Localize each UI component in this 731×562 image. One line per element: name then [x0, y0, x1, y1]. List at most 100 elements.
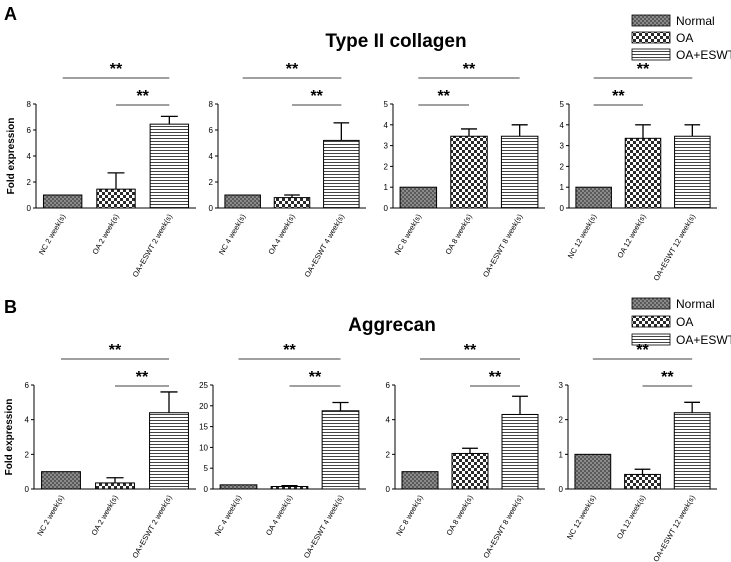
y-tick-label: 4 — [384, 121, 389, 130]
legend-label-normal: Normal — [676, 14, 715, 28]
bar-oa-eswt — [674, 135, 711, 209]
bar-oa-eswt — [673, 412, 711, 490]
y-tick-label: 1 — [560, 183, 565, 192]
y-axis-label: Fold expression — [6, 118, 17, 195]
legend-b: Normal OA OA+ESWT — [631, 297, 731, 347]
y-tick-label: 0 — [27, 204, 32, 213]
significance-label: ** — [464, 342, 477, 359]
y-tick-label: 8 — [27, 100, 32, 109]
y-tick-label: 4 — [386, 416, 391, 425]
bar-oa — [624, 473, 661, 490]
bar-oa — [96, 188, 136, 209]
category-label: NC 8 week(s) — [394, 493, 425, 537]
y-tick-label: 0 — [25, 485, 30, 494]
category-label: NC 4 week(s) — [213, 493, 244, 537]
significance-label: ** — [661, 369, 674, 386]
bar-oa-eswt — [321, 410, 360, 490]
category-label: OA+ESWT 12 week(s) — [651, 493, 697, 562]
category-label: OA+ESWT 8 week(s) — [481, 493, 525, 560]
y-tick-label: 5 — [384, 100, 389, 109]
legend-label-oa: OA — [676, 31, 693, 45]
category-label: OA+ESWT 4 week(s) — [303, 212, 347, 279]
legend-label-oa: OA — [676, 315, 693, 329]
legend-swatch-oa — [631, 31, 671, 44]
y-tick-label: 0 — [559, 485, 564, 494]
category-label: NC 2 week(s) — [37, 212, 68, 256]
y-tick-label: 25 — [199, 381, 208, 390]
y-tick-label: 2 — [27, 178, 32, 187]
category-label: OA 2 week(s) — [89, 493, 120, 537]
bar-oa — [270, 486, 309, 490]
chart-6: 0 5 10 15 20 25 NC 4 week(s) OA 4 week(s) OA+ESW… — [199, 342, 366, 560]
bar-nc — [399, 186, 438, 209]
bar-nc — [219, 484, 258, 490]
y-tick-label: 6 — [386, 381, 391, 390]
bar-oa — [273, 197, 311, 209]
bar-oa — [95, 482, 135, 490]
y-tick-label: 4 — [560, 121, 565, 130]
category-label: NC 4 week(s) — [217, 212, 248, 256]
legend-swatch-oa — [631, 315, 671, 328]
y-tick-label: 6 — [27, 126, 32, 135]
category-label: OA 12 week(s) — [615, 212, 648, 260]
y-tick-label: 4 — [27, 152, 32, 161]
bar-nc — [224, 194, 261, 209]
category-label: NC 2 week(s) — [35, 493, 66, 537]
bar-nc — [401, 471, 439, 490]
category-label: OA+ESWT 12 week(s) — [652, 212, 698, 282]
y-tick-label: 0 — [209, 204, 214, 213]
significance-label: ** — [637, 61, 650, 78]
chart-3: 0 1 2 3 4 5 NC 8 week(s) OA 8 week(s) OA+ESWT 8 … — [384, 61, 545, 279]
chart-5: 0 2 4 6 Fold expression NC 2 week(s) OA 2 week… — [4, 342, 196, 560]
significance-label: ** — [109, 342, 122, 359]
y-tick-label: 0 — [204, 485, 209, 494]
y-tick-label: 4 — [25, 416, 30, 425]
category-label: OA 2 week(s) — [90, 212, 121, 256]
y-tick-label: 2 — [559, 416, 564, 425]
y-tick-label: 5 — [560, 100, 565, 109]
significance-label: ** — [110, 61, 123, 78]
significance-label: ** — [437, 88, 450, 105]
category-label: OA 12 week(s) — [615, 493, 648, 541]
significance-label: ** — [136, 369, 149, 386]
category-label: OA+ESWT 4 week(s) — [302, 493, 346, 560]
y-tick-label: 3 — [560, 142, 565, 151]
chart-7: 0 2 4 6 NC 8 week(s) OA 8 week(s) OA+ESWT 8 we… — [386, 342, 545, 560]
category-label: NC 8 week(s) — [393, 212, 424, 256]
significance-label: ** — [309, 369, 322, 386]
y-tick-label: 3 — [559, 381, 564, 390]
panel-title-a: Type II collagen — [325, 31, 466, 52]
bar-oa-eswt — [149, 412, 189, 490]
significance-label: ** — [612, 88, 625, 105]
chart-4: 0 1 2 3 4 5 NC 12 week(s) OA 12 week(s) OA+ESWT … — [560, 61, 717, 282]
y-tick-label: 2 — [209, 178, 214, 187]
y-tick-label: 6 — [25, 381, 30, 390]
significance-label: ** — [463, 61, 476, 78]
y-tick-label: 2 — [386, 450, 391, 459]
y-tick-label: 2 — [384, 162, 389, 171]
bar-nc — [41, 471, 81, 490]
category-label: OA+ESWT 2 week(s) — [131, 212, 175, 279]
legend-label-oa-eswt: OA+ESWT — [676, 333, 731, 347]
bar-oa — [451, 452, 489, 490]
bar-nc — [575, 186, 612, 209]
y-tick-label: 15 — [199, 423, 208, 432]
chart-1: 0 2 4 6 8 Fold expression NC 2 week(s) OA 2 wee… — [6, 61, 196, 279]
category-label: NC 12 week(s) — [565, 493, 598, 541]
chart-8: 0 1 2 3 NC 12 week(s) OA 12 week(s) OA+ESWT 12… — [559, 342, 717, 562]
category-label: OA+ESWT 8 week(s) — [481, 212, 525, 279]
legend-label-oa-eswt: OA+ESWT — [676, 48, 731, 62]
bar-nc — [42, 194, 83, 209]
category-label: OA 4 week(s) — [266, 212, 297, 256]
y-tick-label: 6 — [209, 126, 214, 135]
significance-label: ** — [136, 88, 149, 105]
y-tick-label: 2 — [25, 450, 30, 459]
legend-a: Normal OA OA+ESWT — [631, 14, 731, 62]
category-label: NC 12 week(s) — [566, 212, 599, 260]
bar-oa-eswt — [500, 135, 539, 209]
significance-label: ** — [286, 61, 299, 78]
significance-label: ** — [283, 342, 296, 359]
panel-title-b: Aggrecan — [348, 315, 436, 336]
bar-oa-eswt — [149, 123, 190, 209]
